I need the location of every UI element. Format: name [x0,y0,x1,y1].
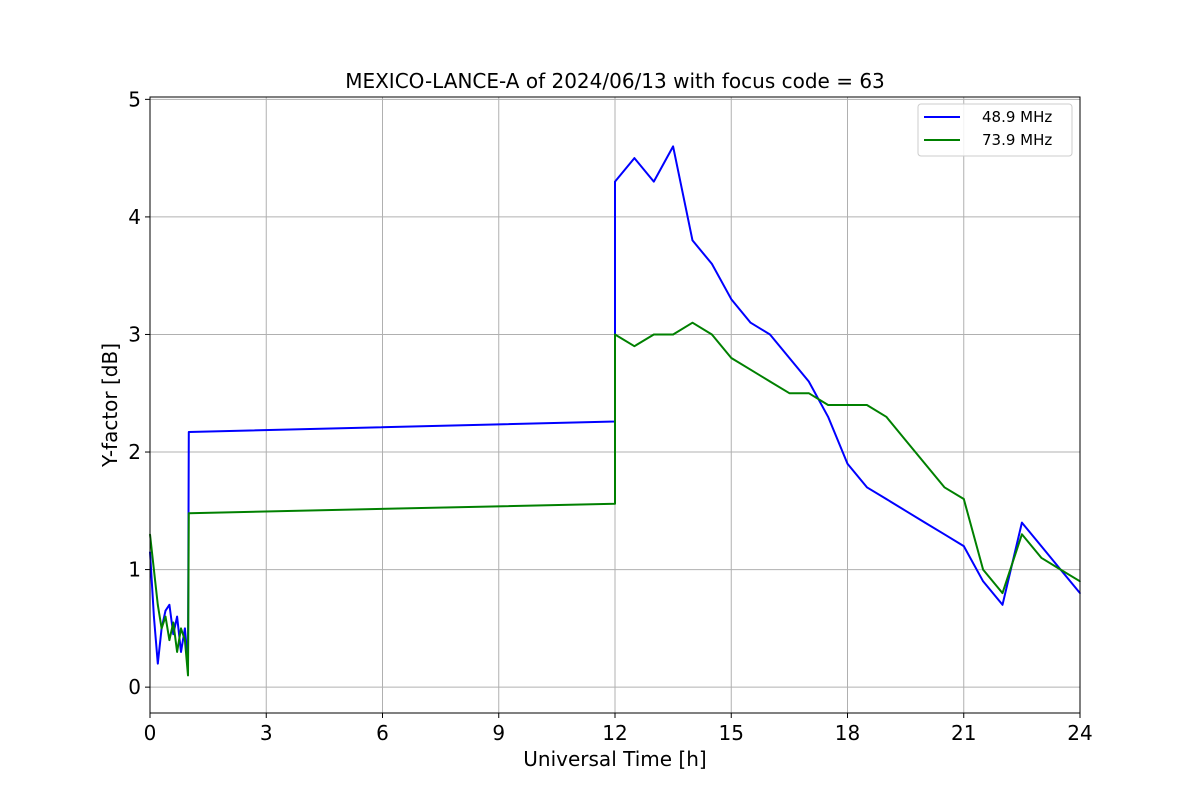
y-tick-label: 5 [128,87,141,111]
data-point [691,321,694,324]
data-point [730,357,733,359]
data-point [1040,557,1043,559]
data-point [749,321,752,324]
data-point [924,521,926,524]
chart-title: MEXICO-LANCE-A of 2024/06/13 with focus … [345,69,885,93]
data-point [614,333,616,336]
data-point [1001,604,1004,606]
legend: 48.9 MHz 73.9 MHz [917,103,1073,157]
y-axis-label: Y-factor [dB] [98,343,122,468]
data-point [711,263,713,265]
data-point [866,404,868,406]
series-layer [149,145,1081,677]
x-axis-label: Universal Time [h] [523,747,706,771]
data-point [846,463,849,465]
data-point [924,463,926,465]
data-point [788,357,791,359]
data-point [188,431,190,433]
data-point [176,615,178,618]
data-point [153,615,155,618]
x-tick-label: 18 [835,721,860,745]
x-tick-label: 21 [951,721,976,745]
x-tick-label: 12 [602,721,627,745]
y-tick-label: 2 [128,440,141,464]
data-point [827,404,829,406]
data-point [164,609,167,612]
data-point [188,512,190,514]
data-point [184,627,186,630]
data-point [963,545,965,547]
data-point [769,380,771,383]
data-point [982,580,984,583]
legend-label-48-9-mhz: 48.9 MHz [982,108,1052,126]
data-point [730,298,733,301]
series-line-73-9-mhz [149,321,1081,677]
data-point [885,498,888,500]
data-point [808,392,810,395]
data-point [1021,521,1023,524]
data-point [180,627,182,630]
data-point [614,502,616,505]
data-point [769,333,771,336]
data-point [614,180,616,183]
data-point [157,604,159,606]
data-point [153,568,155,571]
data-point [808,380,810,383]
data-point [633,345,636,348]
data-point [157,662,159,665]
x-tick-label: 3 [260,721,273,745]
data-point [187,674,189,677]
data-point [172,621,175,624]
data-point [653,333,655,336]
data-point [963,498,965,500]
data-point [788,392,791,395]
data-point [866,486,868,489]
x-tick-label: 0 [144,721,157,745]
x-tick-label: 15 [719,721,744,745]
data-point [1040,545,1043,547]
data-point [691,239,694,242]
data-point [168,604,171,606]
x-tick-label: 6 [376,721,389,745]
data-point [1021,533,1023,536]
data-point [672,333,674,336]
data-point [164,615,167,618]
data-point [943,533,946,536]
data-point [1059,568,1062,571]
y-tick-label: 0 [128,675,141,699]
y-tick-label: 3 [128,322,141,346]
data-point [904,510,907,512]
data-point [846,404,849,406]
y-tick-label: 4 [128,205,141,229]
data-point [180,651,182,653]
data-point [827,416,829,418]
data-point [168,639,171,641]
data-point [184,639,186,641]
data-point [653,180,655,183]
data-point [633,157,636,159]
data-point [160,627,163,630]
data-point [943,486,946,489]
x-tick-label: 24 [1067,721,1092,745]
data-point [711,333,713,336]
data-point [982,568,984,571]
data-point [1001,592,1004,594]
legend-label-73-9-mhz: 73.9 MHz [982,131,1052,149]
data-point [885,416,888,418]
y-tick-label: 1 [128,558,141,582]
data-point [904,439,907,442]
data-point [749,368,752,371]
x-tick-label: 9 [492,721,505,745]
data-point [672,145,674,148]
data-point [172,633,175,635]
data-point [176,651,178,653]
